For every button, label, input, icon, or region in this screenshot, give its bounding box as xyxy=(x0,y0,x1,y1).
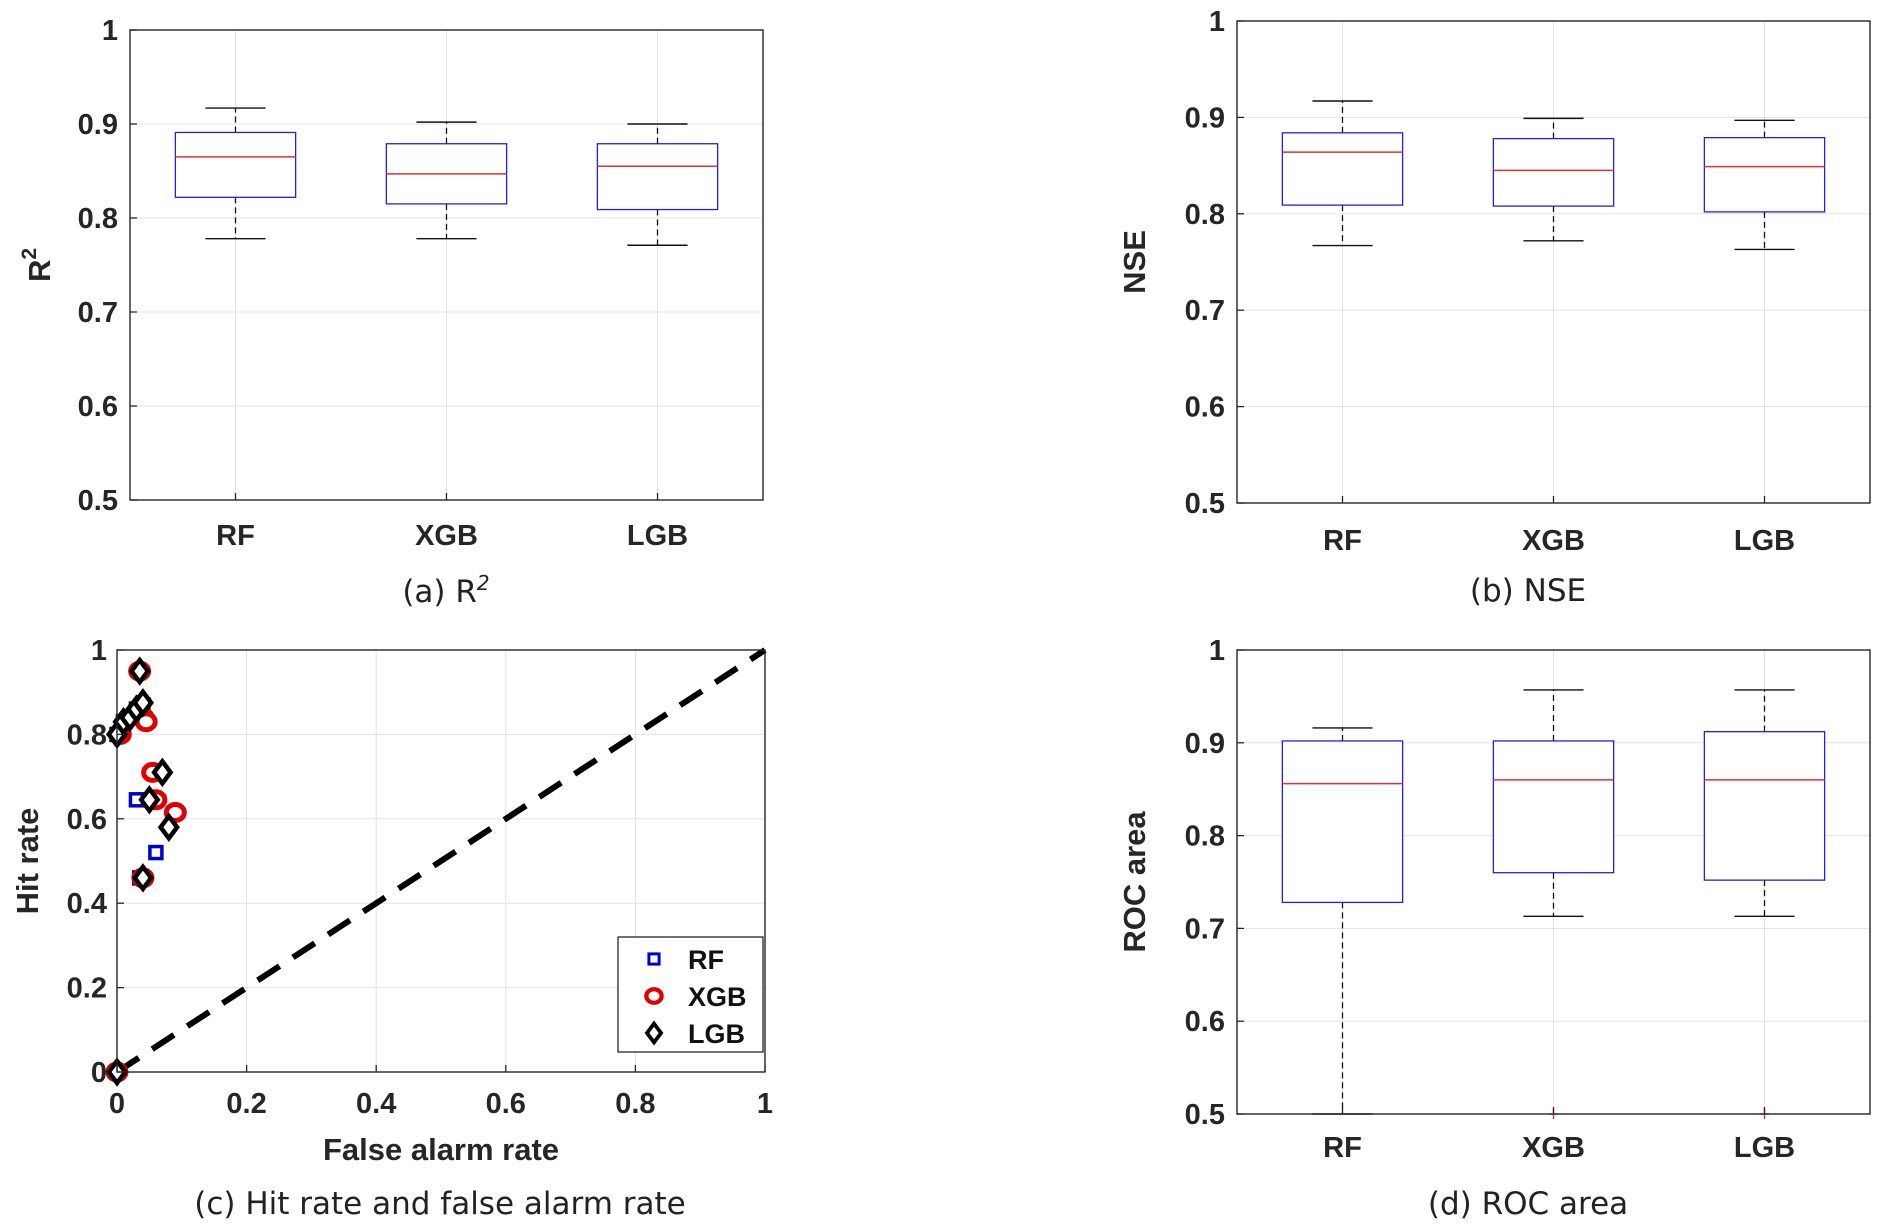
chart-panel-3: 0 0.2 0.4 0.6 0.8 1 0 0.2 0.4 0.6 0.8 1 False alarm … xyxy=(10,635,773,1222)
x-tick-label: 0.4 xyxy=(356,1088,396,1120)
y-tick-label: 0.7 xyxy=(1185,913,1225,945)
chart-panel-1: 0.5 0.6 0.7 0.8 0.9 1 RF XGB LGB R2 (a) R2 xyxy=(18,15,764,610)
x-tick-label: XGB xyxy=(1522,1132,1585,1164)
y-tick-label: 0.9 xyxy=(1185,102,1225,134)
y-tick-label: 1 xyxy=(91,635,107,667)
panel-caption: (c) Hit rate and false alarm rate xyxy=(194,1186,685,1222)
legend-box xyxy=(617,936,764,1053)
panel-caption: (a) R2 xyxy=(402,571,489,610)
series-lgb xyxy=(105,656,180,1087)
series-rf xyxy=(109,697,164,1080)
y-axis-label: Hit rate xyxy=(10,808,45,915)
y-axis-label: NSE xyxy=(1117,230,1152,294)
legend-marker-rf xyxy=(647,952,661,966)
box-lgb xyxy=(596,123,719,246)
iqr-box xyxy=(1281,740,1404,904)
x-tick-label: LGB xyxy=(1734,1132,1795,1164)
x-tick-label: RF xyxy=(1323,1132,1362,1164)
legend: RF XGB LGB xyxy=(617,936,764,1053)
y-tick-label: 0.5 xyxy=(1185,1099,1225,1131)
box-rf xyxy=(1281,727,1404,1115)
y-tick-label: 0.5 xyxy=(1185,488,1225,520)
panel-caption: (d) ROC area xyxy=(1428,1186,1628,1222)
y-tick-label: 0.8 xyxy=(78,203,118,235)
chart-panel-2: 0.5 0.6 0.7 0.8 0.9 1 RF XGB LGB NSE (b) NSE xyxy=(1117,6,1871,609)
x-tick-label: 1 xyxy=(757,1088,773,1120)
chart-panel-4: 0.5 0.6 0.7 0.8 0.9 1 RF XGB LGB ROC area (d) ROC … xyxy=(1117,635,1871,1222)
iqr-box xyxy=(1492,137,1615,207)
legend-marker-xgb xyxy=(644,987,664,1005)
y-tick-label: 0.2 xyxy=(67,973,107,1005)
plot-frame xyxy=(116,649,766,1073)
box-lgb xyxy=(1703,689,1826,1119)
y-tick-label: 0.6 xyxy=(1185,392,1225,424)
y-tick-label: 0.9 xyxy=(78,109,118,141)
y-tick-label: 0.7 xyxy=(1185,295,1225,327)
x-tick-label: RF xyxy=(216,520,255,552)
legend-label-lgb: LGB xyxy=(688,1019,745,1049)
box-xgb xyxy=(1492,689,1615,1119)
y-tick-label: 0.8 xyxy=(1185,199,1225,231)
y-axis-label: R2 xyxy=(18,248,58,282)
x-axis-label: False alarm rate xyxy=(323,1132,559,1167)
iqr-box xyxy=(174,131,297,198)
box-rf xyxy=(174,107,297,240)
x-tick-label: XGB xyxy=(415,520,478,552)
iqr-box xyxy=(1281,132,1404,206)
y-tick-label: 0.4 xyxy=(67,888,107,920)
y-tick-label: 0.6 xyxy=(1185,1006,1225,1038)
y-tick-label: 0.6 xyxy=(67,804,107,836)
data-point-lgb xyxy=(128,656,151,686)
data-point-lgb xyxy=(138,785,161,815)
legend-label-xgb: XGB xyxy=(688,982,747,1012)
box-xgb xyxy=(1492,117,1615,242)
box-xgb xyxy=(385,121,508,240)
y-axis-label: ROC area xyxy=(1117,811,1152,953)
x-tick-label: 0.2 xyxy=(226,1088,266,1120)
box-rf xyxy=(1281,100,1404,247)
y-tick-label: 0.8 xyxy=(67,719,107,751)
data-point-rf xyxy=(148,844,164,861)
reference-diagonal-line xyxy=(115,647,767,1075)
panel-caption: (b) NSE xyxy=(1470,573,1586,609)
caption-superscript: 2 xyxy=(477,571,490,595)
x-tick-label: 0.8 xyxy=(615,1088,655,1120)
iqr-box xyxy=(1703,731,1826,881)
legend-label-rf: RF xyxy=(688,945,724,975)
x-tick-label: LGB xyxy=(627,520,688,552)
x-tick-label: LGB xyxy=(1734,525,1795,557)
y-tick-label: 1 xyxy=(1209,635,1225,667)
iqr-box xyxy=(596,143,719,211)
data-point-lgb xyxy=(131,688,154,718)
y-tick-label: 1 xyxy=(102,15,118,47)
data-point-lgb xyxy=(151,757,174,788)
y-tick-label: 0.6 xyxy=(78,391,118,423)
iqr-box xyxy=(1492,740,1615,874)
legend-marker-lgb xyxy=(644,1020,664,1046)
x-tick-label: RF xyxy=(1323,525,1362,557)
iqr-box xyxy=(1703,136,1826,213)
data-point-lgb xyxy=(131,863,154,893)
box-lgb xyxy=(1703,119,1826,251)
y-tick-label: 0 xyxy=(91,1057,107,1089)
y-tick-label: 0.5 xyxy=(78,485,118,517)
x-tick-label: 0 xyxy=(109,1088,125,1120)
y-tick-label: 1 xyxy=(1209,6,1225,38)
x-tick-label: XGB xyxy=(1522,525,1585,557)
x-tick-label: 0.6 xyxy=(486,1088,526,1120)
y-tick-label: 0.7 xyxy=(78,297,118,329)
y-tick-label: 0.9 xyxy=(1185,728,1225,760)
y-tick-label: 0.8 xyxy=(1185,821,1225,853)
data-point-lgb xyxy=(157,812,180,842)
y-axis-label-superscript: 2 xyxy=(18,248,41,260)
